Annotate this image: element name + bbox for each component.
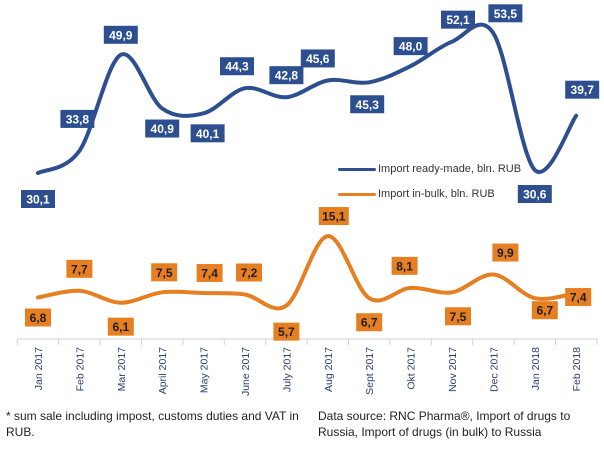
data-label: 7,7: [71, 262, 88, 276]
x-tick-label: Feb 2017: [74, 347, 86, 392]
data-label: 6,8: [30, 311, 47, 325]
x-tick-label: April 2017: [157, 347, 169, 394]
legend-label-in-bulk: Import in-bulk, bln. RUB: [378, 188, 495, 200]
data-label: 48,0: [399, 40, 423, 54]
data-label: 33,8: [66, 112, 90, 126]
data-label-box: [445, 307, 471, 326]
data-label: 8,1: [396, 259, 413, 273]
x-tick-label: Okt 2017: [406, 347, 418, 390]
data-label: 15,1: [322, 210, 346, 224]
data-label-box: [236, 263, 262, 282]
data-label: 30,6: [523, 188, 547, 202]
x-tick-label: Aug 2017: [323, 347, 335, 392]
data-label: 45,3: [356, 98, 380, 112]
data-label-box: [151, 263, 178, 282]
data-label-box: [190, 124, 225, 143]
data-label-box: [145, 119, 180, 138]
data-label: 40,9: [151, 122, 175, 136]
data-label: 49,9: [109, 28, 133, 42]
legend-label-ready-made: Import ready-made, bln. RUB: [378, 163, 522, 175]
data-label-box: [393, 37, 428, 56]
data-label-box: [318, 207, 349, 226]
legend-swatch-in-bulk: [338, 192, 376, 196]
legend-item-in-bulk: Import in-bulk, bln. RUB: [338, 188, 495, 200]
legend-swatch-ready-made: [338, 167, 376, 171]
line-chart: Jan 2017 Feb 2017 Mar 2017 April 2017 May 20…: [16, 4, 600, 396]
x-tick-label: Jan 2018: [530, 347, 542, 390]
series-line-in-bulk: [36, 234, 579, 311]
data-label: 52,1: [446, 13, 470, 27]
data-label-box: [196, 264, 223, 283]
data-label-box: [300, 49, 335, 68]
data-label: 44,3: [225, 60, 249, 74]
data-label-box: [488, 4, 523, 23]
footnote: * sum sale including impost, customs dut…: [6, 409, 299, 439]
x-tick-label: Sept 2017: [364, 347, 376, 395]
x-tick-label: Jan 2017: [33, 347, 45, 390]
data-label: 42,8: [275, 69, 299, 83]
legend-item-ready-made: Import ready-made, bln. RUB: [338, 163, 521, 175]
x-tick-label: Dec 2017: [488, 347, 500, 392]
x-tick-label: June 2017: [240, 347, 252, 396]
data-label-box: [107, 317, 134, 336]
data-label: 40,1: [196, 127, 220, 141]
data-label-box: [60, 109, 95, 128]
data-label-box: [103, 25, 138, 44]
data-label: 7,5: [156, 266, 173, 280]
data-label: 30,1: [26, 193, 50, 207]
data-label-box: [273, 322, 300, 341]
data-label: 9,9: [497, 246, 514, 260]
data-label: 39,7: [571, 83, 595, 97]
data-label-box: [21, 190, 55, 208]
data-label-box: [350, 95, 385, 114]
data-label: 45,6: [306, 52, 330, 66]
x-tick-label: Nov 2017: [447, 347, 459, 392]
data-label: 6,7: [361, 316, 378, 330]
data-label-box: [492, 243, 519, 262]
series-line-ready-made: [36, 22, 579, 175]
data-label-box: [565, 288, 592, 307]
data-label-box: [441, 10, 475, 29]
data-label-box: [220, 57, 254, 76]
x-tick-label: May 2017: [199, 347, 211, 393]
data-label: 6,1: [112, 320, 129, 334]
data-label: 53,5: [494, 7, 518, 21]
x-tick-label: Feb 2018: [571, 347, 583, 392]
data-label-box: [66, 259, 93, 278]
data-label: 7,4: [570, 291, 587, 305]
data-source: Data source: RNC Pharma®, Import of drug…: [318, 409, 571, 439]
x-tick-label: Mar 2017: [116, 347, 128, 392]
data-label: 7,5: [450, 310, 467, 324]
data-label: 5,7: [278, 325, 295, 339]
data-label-box: [269, 66, 304, 85]
data-label: 7,2: [241, 266, 258, 280]
data-label-box: [391, 256, 418, 275]
data-label: 6,7: [536, 304, 553, 318]
data-label-box: [517, 185, 552, 204]
data-label-box: [565, 80, 600, 99]
data-label-box: [531, 301, 558, 320]
data-label: 7,4: [201, 267, 218, 281]
x-tick-label: July 2017: [281, 347, 293, 392]
data-label-box: [25, 308, 51, 327]
data-label-box: [356, 313, 383, 332]
